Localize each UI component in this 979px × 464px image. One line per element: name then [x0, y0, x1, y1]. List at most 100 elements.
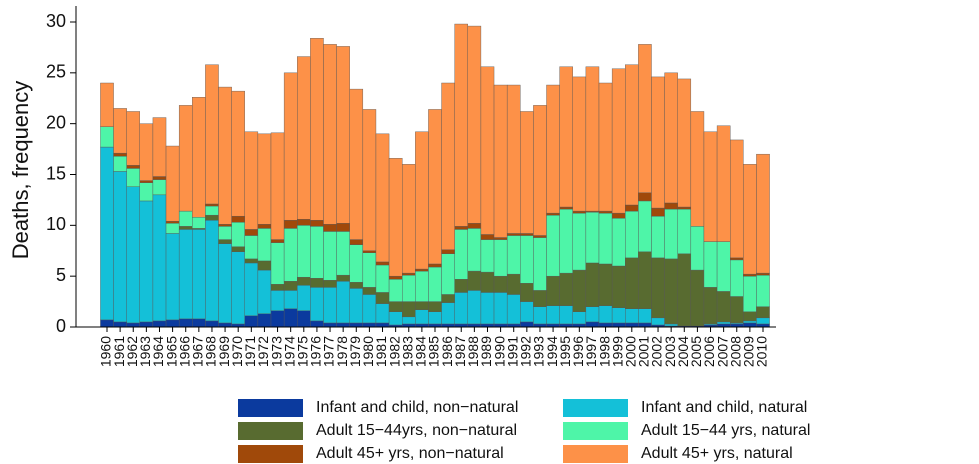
x-tick-label: 1971: [242, 336, 258, 367]
bar-segment: [192, 97, 206, 218]
bar-segment: [625, 308, 639, 324]
bar-segment: [703, 131, 718, 242]
bar-segment: [165, 145, 180, 222]
bar-segment: [402, 164, 416, 274]
x-tick-label: 1987: [452, 336, 468, 367]
bar-segment: [270, 239, 285, 243]
legend-swatch: [563, 422, 628, 440]
bar-segment: [283, 228, 298, 282]
bar-segment: [139, 180, 154, 183]
bar-segment: [441, 249, 455, 255]
bar-segment: [585, 306, 600, 323]
bar-segment: [205, 205, 219, 216]
bar-segment: [572, 210, 587, 214]
bar-segment: [664, 208, 678, 260]
bar-segment: [231, 246, 245, 252]
bar-segment: [428, 311, 442, 325]
bar-segment: [651, 317, 665, 326]
bar-segment: [428, 263, 442, 268]
bar-segment: [310, 320, 324, 328]
bar-segment: [100, 82, 114, 127]
x-tick-label: 1994: [544, 336, 560, 367]
bar-segment: [585, 66, 600, 212]
bar-segment: [402, 274, 416, 302]
bar-segment: [349, 239, 364, 245]
bar-segment: [520, 233, 534, 236]
bar-segment: [651, 215, 665, 259]
bar-segment: [598, 82, 613, 212]
x-tick-label: 2005: [688, 336, 704, 367]
bar-segment: [283, 308, 298, 328]
bar-segment: [585, 211, 600, 264]
bar-segment: [113, 108, 127, 154]
bar-segment: [743, 164, 757, 275]
bar-segment: [336, 281, 350, 324]
x-tick-label: 1963: [137, 336, 153, 367]
bar-segment: [467, 228, 482, 272]
bar-segment: [716, 125, 731, 242]
bar-segment: [402, 301, 416, 318]
bar-segment: [520, 283, 534, 302]
bar-segment: [756, 306, 770, 319]
bar-segment: [756, 317, 770, 325]
bar-segment: [336, 322, 350, 328]
x-tick-label: 1991: [504, 336, 520, 367]
x-tick-label: 1997: [583, 336, 599, 367]
bar-segment: [297, 225, 311, 278]
bar-segment: [664, 202, 678, 210]
bar-segment: [559, 272, 573, 306]
x-tick-label: 1968: [203, 336, 219, 367]
bar-segment: [375, 322, 390, 328]
legend-label: Adult 15−44 yrs, natural: [641, 422, 810, 439]
bar-segment: [323, 287, 337, 324]
bar-segment: [349, 244, 364, 283]
bar-segment: [454, 279, 468, 293]
bar-segment: [625, 210, 639, 259]
bar-segment: [415, 309, 429, 325]
x-tick-label: 1992: [518, 336, 534, 367]
bar-segment: [598, 305, 613, 324]
bar-segment: [178, 226, 193, 230]
bar-segment: [625, 204, 639, 212]
bar-segment: [323, 224, 337, 232]
bar-segment: [506, 233, 521, 236]
bar-segment: [244, 258, 259, 264]
x-tick-label: 1996: [570, 336, 586, 367]
bar-segment: [716, 291, 731, 323]
bar-segment: [611, 218, 626, 267]
bar-segment: [690, 111, 705, 227]
x-tick-label: 2002: [649, 336, 665, 367]
bar-segment: [100, 146, 114, 321]
bar-segment: [611, 212, 626, 219]
bar-segment: [743, 311, 757, 322]
bar-segment: [546, 305, 560, 325]
bar-segment: [743, 320, 757, 324]
bar-segment: [336, 223, 350, 232]
x-tick-label: 1983: [399, 336, 415, 367]
x-tick-label: 1988: [465, 336, 481, 367]
bar-segment: [506, 294, 521, 325]
bar-segment: [283, 281, 298, 291]
bar-segment: [310, 226, 324, 279]
bar-segment: [218, 224, 232, 227]
bar-segment: [336, 46, 350, 224]
bar-segment: [743, 322, 757, 328]
bar-segment: [402, 316, 416, 325]
bar-segment: [677, 78, 692, 208]
bar-segment: [611, 68, 626, 214]
bar-segment: [506, 84, 521, 234]
bar-segment: [402, 272, 416, 276]
bar-segment: [126, 168, 141, 187]
bar-segment: [677, 206, 692, 210]
bar-segment: [244, 262, 259, 317]
bar-segment: [283, 72, 298, 221]
x-tick-label: 2010: [754, 336, 770, 367]
x-tick-label: 1990: [491, 336, 507, 367]
bar-segment: [480, 271, 495, 293]
x-tick-label: 1978: [334, 336, 350, 367]
bar-segment: [454, 229, 468, 280]
bar-segment: [559, 206, 573, 210]
bar-segment: [716, 241, 731, 292]
x-tick-label: 1964: [150, 336, 166, 367]
x-tick-label: 2006: [701, 336, 717, 367]
